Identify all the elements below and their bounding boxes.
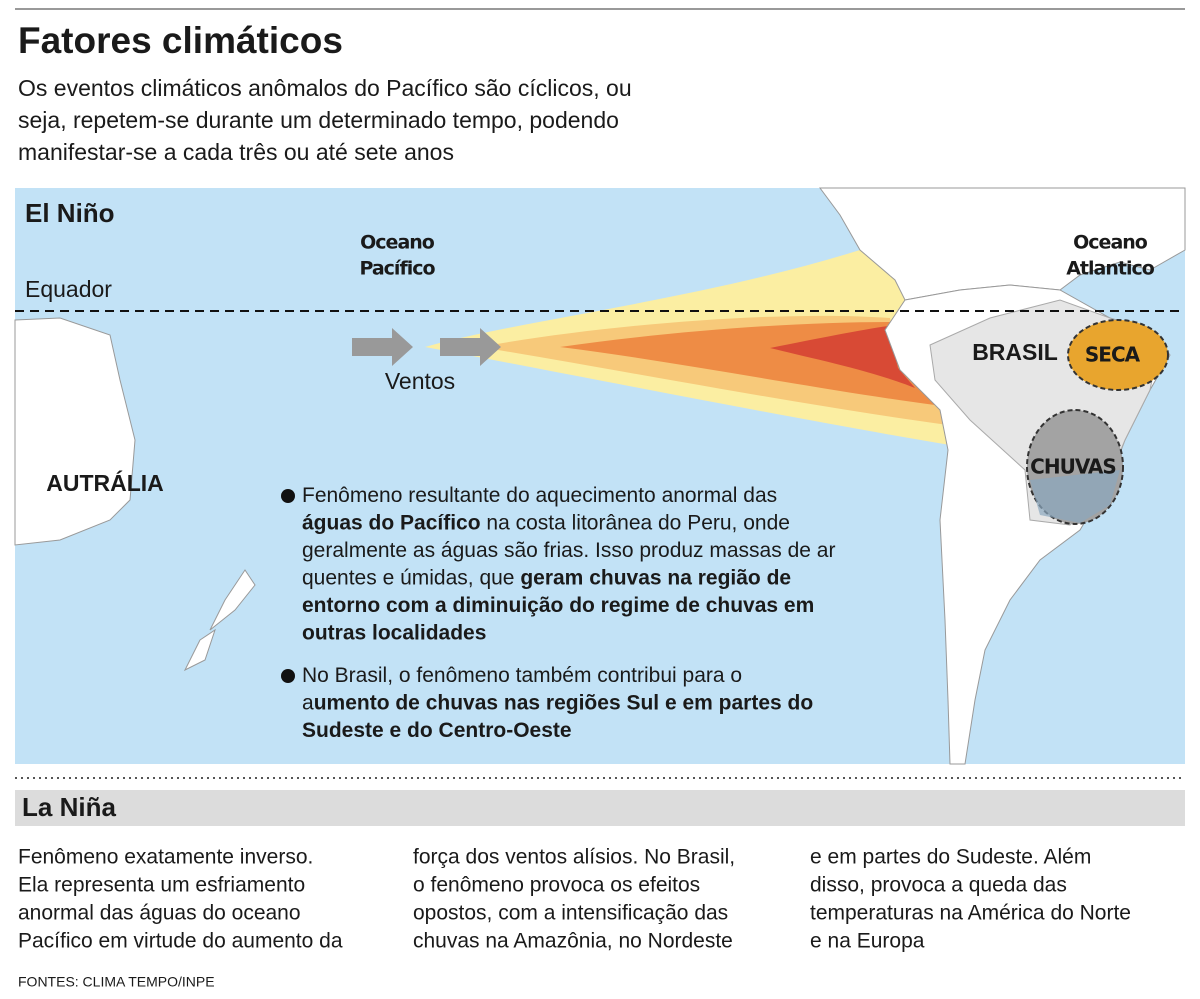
text-run: entorno com a diminuição do regime de ch… [302, 594, 814, 617]
text-run: geralmente as águas são frias. Isso prod… [302, 539, 835, 562]
country-label: AUTRÁLIA [46, 469, 164, 496]
column-line: e em partes do Sudeste. Além [810, 846, 1091, 869]
bullet-line: No Brasil, o fenômeno também contribui p… [302, 664, 742, 687]
ocean-label: Pacífico [359, 258, 435, 280]
equator-label: Equador [25, 276, 112, 302]
ocean-label: Oceano [360, 232, 435, 254]
column-line: temperaturas na América do Norte [810, 902, 1131, 925]
column-line: Pacífico em virtude do aumento da [18, 930, 343, 953]
text-run: na costa litorânea do Peru, onde [481, 511, 790, 534]
drought-label: SECA [1085, 343, 1141, 367]
bullet-line: outras localidades [302, 621, 486, 644]
column-line: anormal das águas do oceano [18, 902, 301, 925]
bullet-dot [281, 669, 295, 683]
bullet-line: quentes e úmidas, que geram chuvas na re… [302, 566, 791, 589]
column-line: força dos ventos alísios. No Brasil, [413, 846, 735, 869]
bullet-line: aumento de chuvas nas regiões Sul e em p… [302, 691, 813, 714]
text-run: geram chuvas na região de [520, 566, 791, 589]
bullet-line: geralmente as águas são frias. Isso prod… [302, 539, 835, 562]
subtitle-line: manifestar-se a cada três ou até sete an… [18, 139, 454, 165]
column-line: Ela representa um esfriamento [18, 874, 305, 897]
text-run: quentes e úmidas, que [302, 566, 520, 589]
wind-arrow [352, 328, 413, 366]
ocean-label: Oceano [1073, 232, 1148, 254]
plume-red [770, 326, 915, 388]
wind-arrow [440, 328, 501, 366]
subtitle: Os eventos climáticos anômalos do Pacífi… [18, 75, 632, 165]
text-run: No Brasil, o fenômeno também contribui p… [302, 664, 742, 687]
subtitle-line: seja, repetem-se durante um determinado … [18, 107, 619, 133]
source: FONTES: CLIMA TEMPO/INPE [18, 974, 215, 990]
text-run: umento de chuvas nas regiões Sul e em pa… [314, 691, 814, 714]
subtitle-line: Os eventos climáticos anômalos do Pacífi… [18, 75, 632, 101]
drought-area [1067, 319, 1169, 391]
section-title: La Niña [22, 792, 116, 822]
bullet-line: entorno com a diminuição do regime de ch… [302, 594, 814, 617]
bullet-line: águas do Pacífico na costa litorânea do … [302, 511, 790, 534]
text-run: Sudeste e do Centro-Oeste [302, 719, 572, 742]
section-band [15, 790, 1185, 826]
australia-land [14, 317, 136, 546]
title: Fatores climáticos [18, 20, 343, 61]
text-run: Fenômeno resultante do aquecimento anorm… [302, 484, 777, 507]
text-columns: Fenômeno exatamente inverso. Ela represen… [18, 846, 1131, 953]
ocean-label: Atlantico [1066, 258, 1155, 280]
text-run: águas do Pacífico [302, 511, 481, 534]
column-line: Fenômeno exatamente inverso. [18, 846, 313, 869]
rain-label: CHUVAS [1030, 455, 1116, 479]
column-line: opostos, com a intensificação das [413, 902, 728, 925]
text-run: outras localidades [302, 621, 486, 644]
column-line: o fenômeno provoca os efeitos [413, 874, 700, 897]
bullet-line: Fenômeno resultante do aquecimento anorm… [302, 484, 777, 507]
section-title: El Niño [25, 198, 115, 228]
new-zealand [183, 569, 256, 672]
text-run: a [302, 691, 314, 714]
winds-label: Ventos [385, 368, 455, 394]
rain-area-south [1030, 470, 1120, 523]
column-line: e na Europa [810, 930, 925, 953]
bullet-list: Fenômeno resultante do aquecimento anorm… [281, 484, 835, 742]
column-line: disso, provoca a queda das [810, 874, 1067, 897]
column-line: chuvas na Amazônia, no Nordeste [413, 930, 733, 953]
country-label: BRASIL [972, 339, 1058, 365]
bullet-dot [281, 489, 295, 503]
bullet-line: Sudeste e do Centro-Oeste [302, 719, 572, 742]
